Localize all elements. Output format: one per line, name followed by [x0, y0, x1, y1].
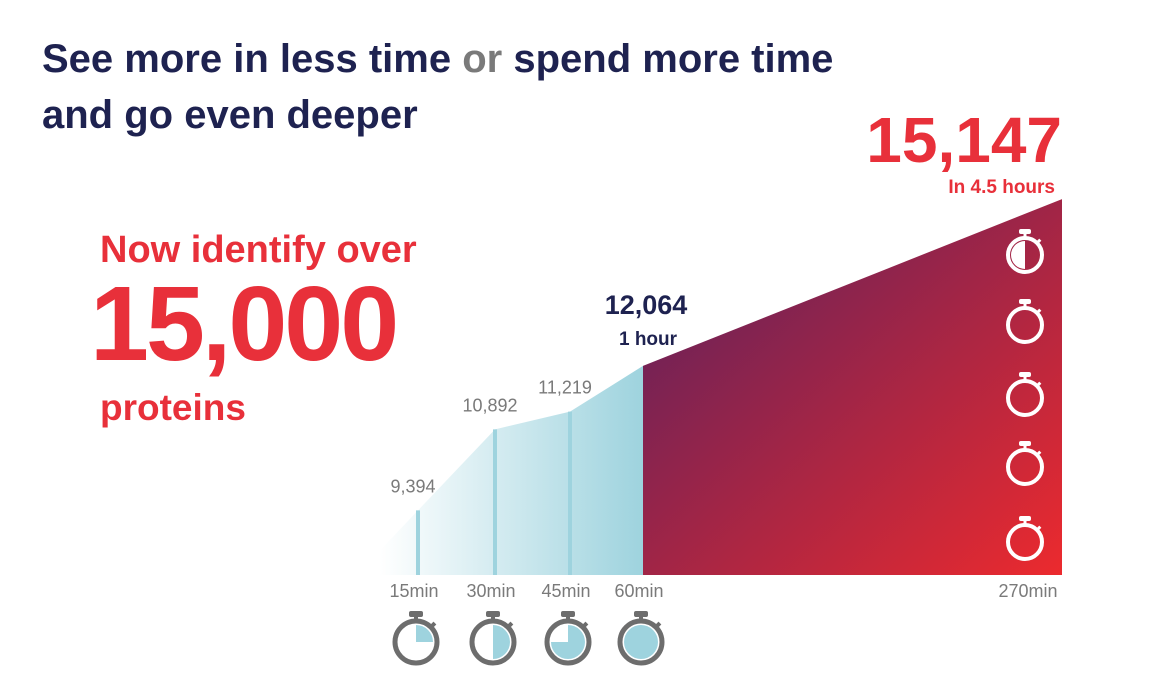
- stopwatch-icon: [1006, 299, 1044, 344]
- stopwatch-face: [617, 618, 665, 666]
- value-label: 15,147: [866, 104, 1062, 176]
- stopwatch-crown: [486, 611, 500, 617]
- stopwatch-icon: [617, 611, 665, 666]
- value-label: 9,394: [390, 476, 435, 496]
- stopwatch-icon: [469, 611, 517, 666]
- x-tick-label: 30min: [466, 581, 515, 601]
- stopwatch-crown: [1019, 299, 1031, 304]
- stopwatch-fill: [624, 625, 658, 659]
- callout-number: 15,000: [90, 265, 396, 383]
- stopwatch-crown: [634, 611, 648, 617]
- stopwatch-face: [1006, 448, 1044, 486]
- stopwatch-icon: [392, 611, 440, 666]
- title-line: See more in less time or spend more time: [42, 37, 833, 81]
- plot: 9,394 15min 10,892 30min 11,219 45min 12,064 1 …: [380, 104, 1062, 666]
- value-label: 10,892: [462, 395, 517, 415]
- stopwatch-face: [1006, 306, 1044, 344]
- short-run-area: [380, 365, 643, 575]
- stopwatch-face: [469, 618, 517, 666]
- stopwatch-face: [544, 618, 592, 666]
- stopwatch-fill: [551, 625, 585, 659]
- title-segment: spend more time: [513, 37, 833, 81]
- stopwatch-fill: [416, 625, 433, 642]
- callout-lead: Now identify over: [100, 229, 417, 271]
- stopwatch-icon: [1006, 372, 1044, 417]
- stopwatch-fill: [493, 625, 510, 659]
- stopwatch-crown: [1019, 229, 1031, 234]
- stopwatch-crown: [409, 611, 423, 617]
- long-run-area: [643, 199, 1062, 575]
- title-connector: or: [462, 37, 502, 81]
- stopwatch-icon: [1006, 441, 1044, 486]
- stopwatch-fill: [1011, 241, 1025, 269]
- callout-unit: proteins: [100, 387, 246, 428]
- x-tick-label: 270min: [998, 581, 1057, 601]
- stopwatch-face: [392, 618, 440, 666]
- stopwatch-crown: [1019, 516, 1031, 521]
- stopwatch-face: [1006, 379, 1044, 417]
- value-label: 12,064: [605, 290, 688, 320]
- value-label: 11,219: [538, 378, 592, 398]
- title-line: and go even deeper: [42, 93, 418, 137]
- x-tick-label: 15min: [389, 581, 438, 601]
- stopwatch-face: [1006, 523, 1044, 561]
- title: See more in less time or spend more time…: [42, 37, 833, 137]
- stopwatch-icon: [1006, 229, 1044, 274]
- x-tick-label: 60min: [614, 581, 663, 601]
- stopwatch-crown: [1019, 372, 1031, 377]
- stopwatch-icon: [544, 611, 592, 666]
- annotation: In 4.5 hours: [948, 177, 1055, 198]
- stopwatch-crown: [1019, 441, 1031, 446]
- x-tick-label: 45min: [541, 581, 590, 601]
- stopwatch-icon: [1006, 516, 1044, 561]
- stopwatch-crown: [561, 611, 575, 617]
- callout: Now identify over 15,000 proteins: [90, 229, 417, 428]
- stopwatch-face: [1006, 236, 1044, 274]
- annotation: 1 hour: [619, 329, 678, 350]
- title-segment: See more in less time: [42, 37, 451, 81]
